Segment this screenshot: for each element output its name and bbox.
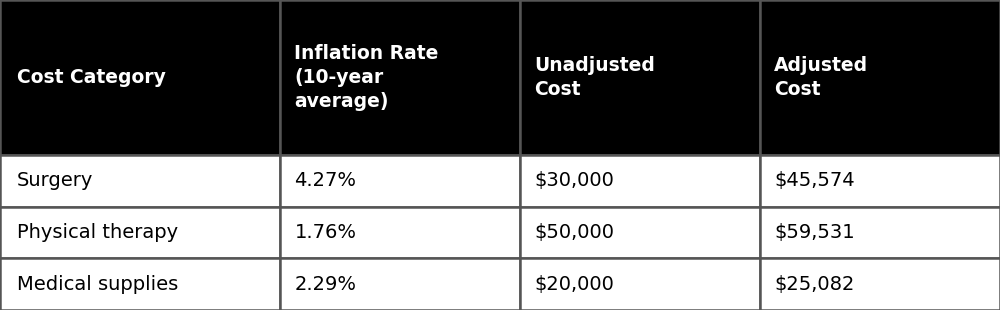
Text: 2.29%: 2.29%: [294, 275, 356, 294]
Text: 4.27%: 4.27%: [294, 171, 356, 190]
Bar: [0, 258, 280, 310]
Text: $50,000: $50,000: [534, 223, 614, 242]
Bar: [280, 207, 520, 258]
Bar: [520, 0, 760, 155]
Bar: [520, 155, 760, 207]
Text: $20,000: $20,000: [534, 275, 614, 294]
Text: Adjusted
Cost: Adjusted Cost: [774, 56, 869, 99]
Text: Medical supplies: Medical supplies: [17, 275, 178, 294]
Bar: [280, 0, 520, 155]
Text: 1.76%: 1.76%: [294, 223, 356, 242]
Text: $59,531: $59,531: [774, 223, 855, 242]
Text: Surgery: Surgery: [17, 171, 93, 190]
Text: Cost Category: Cost Category: [17, 68, 166, 87]
Bar: [0, 207, 280, 258]
Text: $30,000: $30,000: [534, 171, 614, 190]
Text: Unadjusted
Cost: Unadjusted Cost: [534, 56, 655, 99]
Text: Physical therapy: Physical therapy: [17, 223, 178, 242]
Bar: [760, 258, 1000, 310]
Bar: [760, 207, 1000, 258]
Bar: [0, 0, 280, 155]
Text: $25,082: $25,082: [774, 275, 855, 294]
Bar: [760, 0, 1000, 155]
Bar: [760, 155, 1000, 207]
Bar: [0, 155, 280, 207]
Text: Inflation Rate
(10-year
average): Inflation Rate (10-year average): [294, 44, 439, 111]
Bar: [280, 258, 520, 310]
Bar: [520, 207, 760, 258]
Bar: [520, 258, 760, 310]
Text: $45,574: $45,574: [774, 171, 855, 190]
Bar: [280, 155, 520, 207]
